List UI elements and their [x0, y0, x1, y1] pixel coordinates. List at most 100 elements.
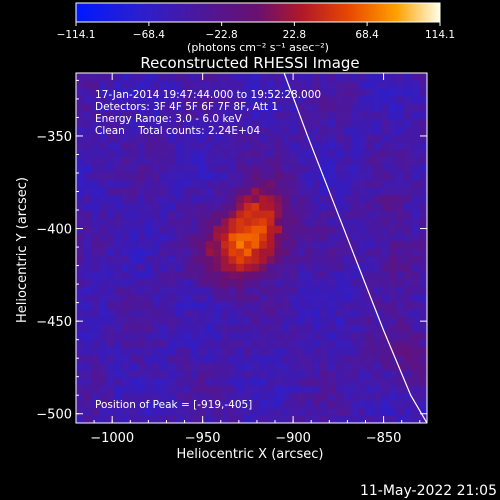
heatmap-cell — [343, 80, 352, 89]
heatmap-cell — [205, 255, 214, 264]
heatmap-cell — [289, 377, 298, 386]
heatmap-cell — [343, 217, 352, 226]
heatmap-cell — [213, 156, 222, 165]
heatmap-cell — [213, 80, 222, 89]
heatmap-cell — [121, 118, 131, 127]
heatmap-cell — [381, 133, 390, 143]
heatmap-cell — [274, 187, 283, 196]
heatmap-cell — [167, 278, 176, 287]
heatmap-cell — [198, 103, 207, 112]
heatmap-cell — [91, 407, 100, 416]
heatmap-cell — [282, 179, 291, 188]
heatmap-cell — [114, 202, 123, 211]
heatmap-cell — [76, 316, 85, 325]
heatmap-cell — [297, 286, 306, 295]
heatmap-cell — [76, 392, 85, 401]
heatmap-cell — [381, 293, 390, 302]
heatmap-cell — [404, 293, 413, 302]
heatmap-cell — [365, 377, 375, 386]
heatmap-cell — [83, 331, 92, 340]
heatmap-cell — [243, 133, 253, 143]
heatmap-cell — [129, 377, 138, 386]
heatmap-cell — [419, 202, 427, 211]
heatmap-cell — [365, 194, 375, 203]
heatmap-cell — [228, 156, 237, 165]
heatmap-cell — [198, 80, 207, 89]
heatmap-cell — [282, 362, 291, 371]
heatmap-cell — [129, 118, 138, 127]
heatmap-cell — [312, 415, 321, 423]
heatmap-cell — [213, 248, 222, 257]
heatmap-cell — [213, 103, 222, 112]
heatmap-cell — [106, 286, 115, 295]
heatmap-cell — [137, 179, 146, 188]
heatmap-cell — [76, 164, 85, 173]
heatmap-cell — [137, 324, 146, 333]
heatmap-cell — [320, 278, 329, 287]
heatmap-cell — [304, 133, 314, 143]
heatmap-cell — [213, 232, 222, 241]
heatmap-cell — [106, 209, 115, 219]
heatmap-cell — [388, 80, 398, 89]
heatmap-cell — [358, 263, 367, 272]
heatmap-cell — [205, 156, 214, 165]
heatmap-cell — [121, 179, 131, 188]
heatmap-cell — [335, 225, 344, 234]
heatmap-cell — [350, 346, 359, 356]
heatmap-cell — [236, 225, 245, 234]
heatmap-cell — [388, 278, 398, 287]
heatmap-cell — [121, 377, 131, 386]
heatmap-cell — [404, 164, 413, 173]
heatmap-cell — [297, 88, 306, 97]
heatmap-cell — [159, 400, 169, 409]
heatmap-cell — [411, 346, 420, 356]
heatmap-cell — [365, 362, 375, 371]
heatmap-cell — [396, 384, 405, 394]
heatmap-cell — [175, 187, 184, 196]
heatmap-cell — [304, 384, 314, 394]
heatmap-cell — [388, 73, 398, 82]
heatmap-cell — [335, 171, 344, 181]
heatmap-cell — [137, 95, 146, 105]
heatmap-cell — [282, 217, 291, 226]
heatmap-cell — [91, 278, 100, 287]
heatmap-cell — [91, 392, 100, 401]
y-tick-label: −450 — [36, 315, 72, 330]
heatmap-cell — [282, 316, 291, 325]
heatmap-cell — [76, 324, 85, 333]
heatmap-cell — [205, 111, 214, 120]
heatmap-cell — [404, 133, 413, 143]
heatmap-cell — [289, 88, 298, 97]
heatmap-cell — [388, 354, 398, 363]
heatmap-cell — [220, 80, 230, 89]
heatmap-cell — [213, 270, 222, 280]
heatmap-cell — [91, 324, 100, 333]
heatmap-cell — [83, 187, 92, 196]
heatmap-cell — [167, 415, 176, 423]
colorbar-tick-label: −22.8 — [206, 29, 238, 41]
y-axis: −350−400−450−500 — [36, 79, 427, 423]
heatmap-cell — [358, 301, 367, 310]
heatmap-cell — [114, 232, 123, 241]
heatmap-cell — [358, 346, 367, 356]
heatmap-cell — [83, 400, 92, 409]
heatmap-cell — [327, 217, 337, 226]
heatmap-cell — [175, 369, 184, 378]
heatmap-cell — [236, 377, 245, 386]
heatmap-cell — [91, 225, 100, 234]
heatmap-cell — [396, 278, 405, 287]
heatmap-cell — [396, 202, 405, 211]
heatmap-cell — [137, 369, 146, 378]
heatmap-cell — [106, 126, 115, 135]
heatmap-cell — [282, 164, 291, 173]
heatmap-cell — [129, 248, 138, 257]
heatmap-cell — [259, 270, 268, 280]
heatmap-cell — [350, 324, 359, 333]
heatmap-cell — [396, 324, 405, 333]
heatmap-cell — [373, 209, 382, 219]
heatmap-cell — [251, 263, 260, 272]
heatmap-cell — [129, 126, 138, 135]
heatmap-cell — [228, 377, 237, 386]
heatmap-cell — [266, 179, 275, 188]
heatmap-cell — [121, 156, 131, 165]
